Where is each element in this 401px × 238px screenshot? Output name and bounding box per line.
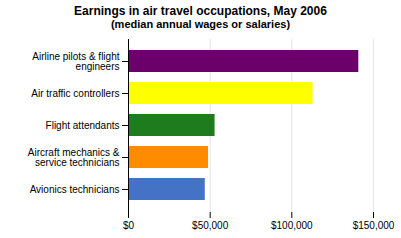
svg-text:$150,000: $150,000: [353, 220, 395, 231]
svg-text:Airline pilots & flightenginee: Airline pilots & flightengineers: [32, 51, 119, 72]
svg-text:Avionics technicians: Avionics technicians: [30, 184, 120, 195]
svg-text:$100,000: $100,000: [271, 220, 313, 231]
svg-text:$50,000: $50,000: [192, 220, 229, 231]
html-text:Earnings in air travel occupat: Earnings in air travel occupations, May …: [74, 4, 327, 18]
svg-text:Flight attendants: Flight attendants: [46, 120, 120, 131]
svg-text:Aircraft mechanics &service te: Aircraft mechanics &service technicians: [28, 147, 120, 168]
html-text:(median annual wages or salari: (median annual wages or salaries): [110, 18, 291, 30]
svg-text:Air traffic controllers: Air traffic controllers: [31, 88, 119, 99]
svg-text:$0: $0: [123, 220, 135, 231]
